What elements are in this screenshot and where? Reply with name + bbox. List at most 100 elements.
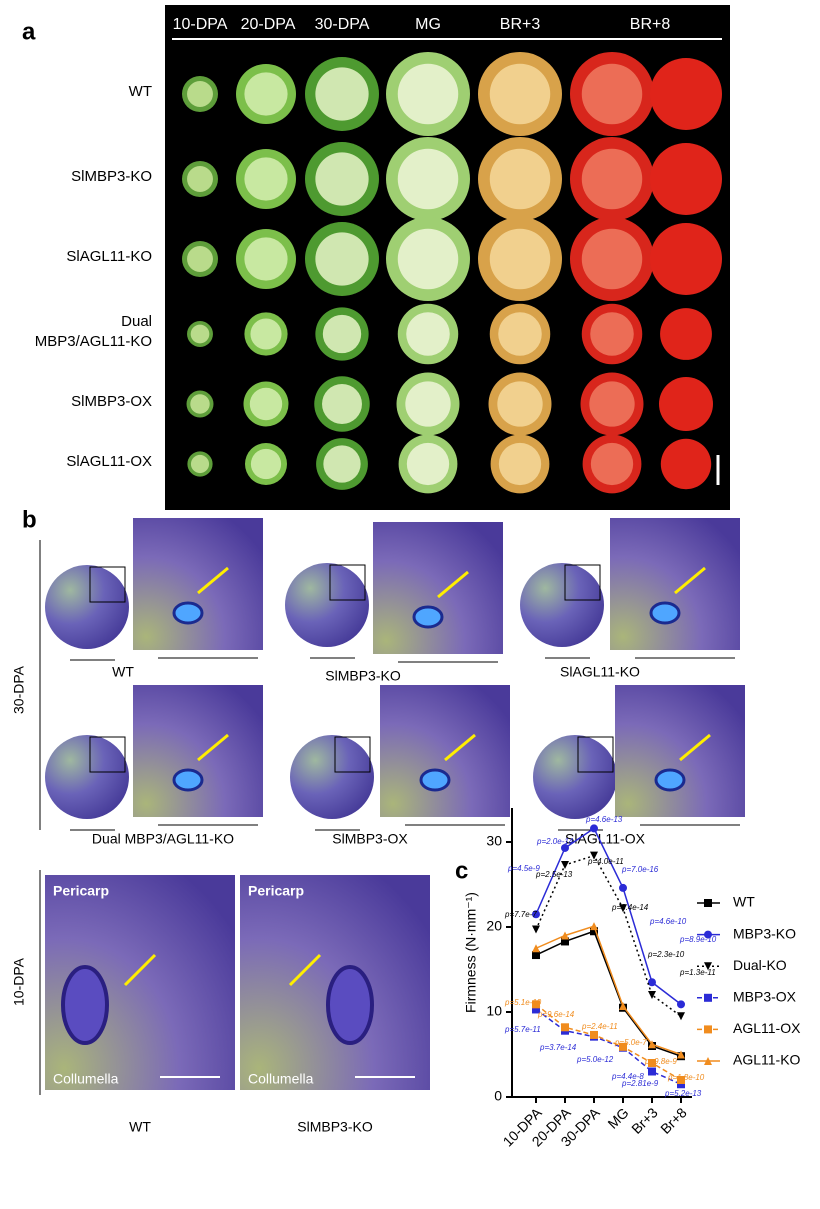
caption: SlAGL11-KO — [560, 664, 640, 680]
zoom-box — [577, 736, 614, 773]
y-tick-label: 30 — [486, 833, 502, 849]
p-value: p=4.6e-13 — [585, 815, 623, 824]
fruit-section — [244, 72, 288, 116]
legend-label: MBP3-OX — [733, 989, 797, 1005]
p-value: p=2.5e-13 — [535, 870, 573, 879]
row-label: Dual — [121, 313, 152, 330]
section-photo — [45, 565, 129, 649]
p-value: p=2.81e-9 — [621, 1079, 659, 1088]
section-photo — [533, 735, 617, 819]
point — [648, 1067, 656, 1076]
fruit-section — [187, 246, 213, 272]
legend-label: MBP3-KO — [733, 925, 796, 941]
section-photo — [45, 735, 129, 819]
arrow — [674, 566, 706, 595]
fruit-section — [581, 148, 643, 210]
panel-label: c — [455, 857, 468, 884]
column-header: 30-DPA — [315, 16, 370, 33]
series-line — [535, 930, 682, 1057]
fruit-section — [406, 442, 450, 486]
zoom-box — [89, 736, 126, 773]
fruit-section — [190, 454, 210, 474]
panel-label: b — [22, 506, 37, 533]
point — [648, 991, 656, 999]
series-line — [535, 854, 682, 1017]
legend-label: Dual-KO — [733, 957, 787, 973]
section-photo — [520, 563, 604, 647]
column-header: 20-DPA — [241, 16, 296, 33]
column-header: BR+8 — [630, 16, 671, 33]
fruit-section — [489, 148, 551, 210]
seed — [649, 601, 681, 625]
fruit-section — [244, 237, 288, 281]
p-value: p=7.0e-16 — [621, 865, 659, 874]
legend-marker — [704, 1057, 712, 1065]
series-line — [535, 1003, 682, 1081]
fruit-section — [581, 228, 643, 290]
legend-label: AGL11-OX — [733, 1020, 801, 1036]
fruit-section — [190, 324, 210, 344]
point — [619, 883, 627, 892]
point — [677, 1080, 685, 1089]
arrow — [197, 566, 229, 595]
x-tick-label: Br+3 — [628, 1104, 661, 1137]
column-header: BR+3 — [500, 16, 541, 33]
p-value: p=5.7e-11 — [504, 1025, 541, 1034]
fruit-section — [244, 157, 288, 201]
point — [619, 1042, 627, 1051]
fruit-section — [489, 228, 551, 290]
row-label: MBP3/AGL11-KO — [35, 333, 152, 350]
fruit-photo — [659, 377, 713, 431]
zoom-box — [334, 736, 371, 773]
p-value: p=5.0e-7 — [614, 1038, 647, 1047]
fruit-section — [405, 381, 451, 427]
p-value: p=4.5e-9 — [507, 864, 540, 873]
fruit-section — [498, 442, 542, 486]
legend-marker — [704, 962, 712, 971]
x-tick-label: Br+8 — [657, 1104, 690, 1137]
row-label: SlMBP3-KO — [71, 168, 152, 185]
legend-label: WT — [733, 894, 755, 910]
x-tick-label: MG — [604, 1104, 631, 1131]
fruit-section — [397, 63, 459, 125]
fruit-section — [323, 445, 361, 483]
fruit-photo — [660, 438, 712, 490]
fruit-photo — [650, 58, 722, 130]
zoom-photo — [615, 685, 745, 817]
fruit-section — [498, 312, 542, 356]
zoom-box — [329, 564, 366, 601]
y-tick-label: 0 — [494, 1088, 502, 1104]
arrow — [444, 733, 476, 762]
point — [648, 1040, 656, 1049]
seed — [412, 605, 444, 629]
panel-label: a — [22, 18, 36, 45]
caption: SlAGL11-OX — [565, 831, 646, 847]
p-value: p=3.7e-14 — [539, 1043, 577, 1052]
fruit-section — [187, 81, 213, 107]
arrow — [288, 953, 322, 987]
series-line — [535, 827, 682, 1005]
fruit-photo — [650, 223, 722, 295]
arrow — [123, 953, 157, 987]
row-label: WT — [129, 83, 152, 100]
point — [532, 951, 540, 960]
series-line — [535, 1008, 682, 1085]
seed — [654, 768, 686, 792]
caption: SlMBP3-KO — [297, 1119, 373, 1135]
column-header: 10-DPA — [173, 16, 228, 33]
point — [532, 925, 540, 934]
p-value: p=5.2e-13 — [664, 1089, 702, 1098]
caption: WT — [112, 664, 134, 680]
stage-label: 30-DPA — [11, 665, 27, 714]
fruit-section — [322, 314, 362, 354]
p-value: p=1.8e-10 — [667, 1073, 705, 1082]
zoom-photo — [133, 685, 263, 817]
seed — [61, 965, 109, 1045]
point — [532, 1005, 540, 1014]
image-label: Collumella — [53, 1071, 119, 1087]
fruit-section — [187, 166, 213, 192]
section-photo — [290, 735, 374, 819]
seed — [326, 965, 374, 1045]
series-line — [535, 925, 682, 1056]
zoom-photo — [133, 518, 263, 650]
